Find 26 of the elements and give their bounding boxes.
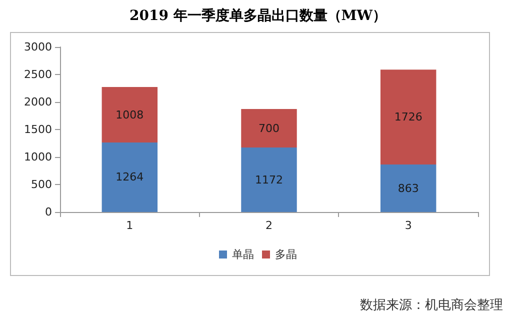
data-label: 700: [258, 122, 280, 135]
legend-label: 单晶: [232, 248, 254, 261]
y-tick-label: 0: [45, 206, 52, 218]
bar: [102, 87, 158, 142]
data-label: 1172: [255, 173, 283, 186]
legend-label: 多晶: [275, 248, 297, 261]
data-label: 1008: [116, 108, 144, 122]
y-tick-label: 1500: [24, 123, 52, 136]
data-label: 1264: [116, 170, 144, 184]
source-note: 数据来源：机电商会整理: [360, 298, 503, 313]
y-tick-label: 3000: [24, 40, 52, 54]
x-tick-label: 3: [404, 219, 412, 232]
bar: [380, 70, 436, 165]
x-tick-label: 1: [126, 219, 134, 232]
y-tick-label: 500: [31, 178, 52, 191]
bar: [241, 109, 297, 148]
y-tick-label: 2500: [24, 68, 52, 81]
data-label: 863: [398, 182, 419, 195]
chart-title: 2019 年一季度单多晶出口数量（MW）: [129, 7, 387, 24]
bar: [241, 148, 297, 212]
x-tick-label: 2: [266, 219, 272, 232]
bar: [380, 164, 436, 212]
data-label: 1726: [394, 110, 422, 124]
y-tick-label: 1000: [24, 150, 52, 164]
bar: [102, 142, 158, 212]
y-tick-label: 2000: [24, 96, 52, 108]
